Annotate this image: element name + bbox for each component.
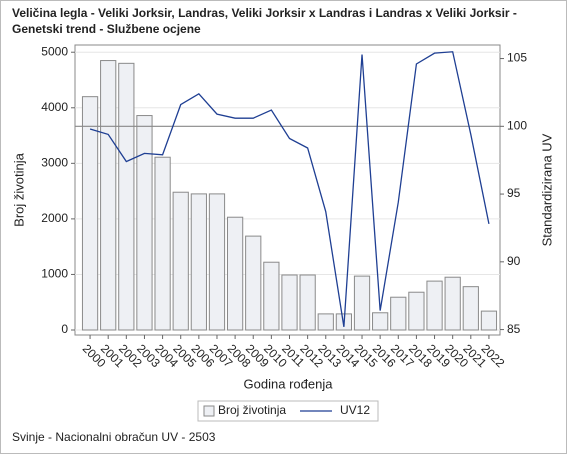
bar — [154, 156, 171, 331]
bar — [245, 235, 262, 331]
bar — [353, 275, 371, 331]
y-tick-label: 4000 — [41, 100, 68, 114]
bar — [299, 274, 316, 331]
bar — [372, 312, 389, 331]
y-tick-label: 5000 — [41, 44, 68, 58]
bar — [426, 280, 443, 331]
y-tick-label: 3000 — [41, 156, 68, 170]
y-tick-label: 1000 — [41, 267, 68, 281]
bar — [172, 191, 189, 331]
y2-tick-label: 90 — [507, 254, 521, 268]
y2-axis-label: Standardizirana UV — [539, 133, 554, 246]
y-axis-label: Broj životinja — [11, 152, 26, 226]
y2-tick-label: 95 — [507, 186, 521, 200]
legend-box — [197, 400, 379, 422]
legend-swatch — [203, 405, 215, 417]
legend-label: UV12 — [340, 403, 370, 417]
y2-tick-label: 100 — [507, 118, 527, 132]
bar — [190, 193, 207, 331]
x-axis-label: Godina rođenja — [244, 376, 334, 391]
legend-label: Broj životinja — [218, 403, 286, 417]
bar — [480, 310, 498, 331]
bar — [81, 96, 99, 331]
y2-tick-label: 105 — [507, 51, 527, 65]
y-tick-label: 2000 — [41, 211, 68, 225]
y-tick-label: 0 — [61, 322, 68, 336]
bar — [118, 62, 135, 331]
chart-title: Veličina legla - Veliki Jorksir, Landras… — [12, 6, 517, 20]
bar — [444, 276, 461, 331]
bar — [408, 291, 425, 331]
y2-tick-label: 85 — [507, 322, 521, 336]
bar — [462, 286, 479, 331]
bar — [226, 216, 244, 331]
bar — [100, 60, 117, 331]
bar — [136, 115, 153, 331]
bar — [208, 193, 226, 331]
bar — [281, 274, 298, 331]
footnote: Svinje - Nacionalni obračun UV - 2503 — [12, 430, 216, 444]
line — [89, 51, 490, 327]
chart-title: Genetski trend - Službene ocjene — [12, 22, 201, 36]
bar — [263, 261, 280, 331]
bar — [390, 296, 407, 331]
bar — [317, 313, 334, 331]
